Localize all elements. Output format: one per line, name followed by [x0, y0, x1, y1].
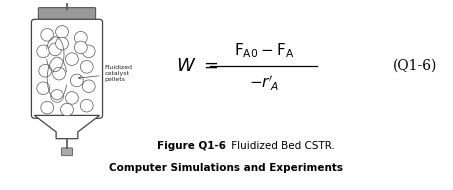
- Circle shape: [74, 41, 87, 54]
- Text: Figure Q1-6: Figure Q1-6: [157, 141, 226, 151]
- Circle shape: [74, 31, 87, 44]
- Circle shape: [41, 28, 53, 41]
- Text: $W\ =$: $W\ =$: [176, 57, 218, 75]
- Circle shape: [53, 67, 66, 80]
- Circle shape: [66, 92, 78, 104]
- Circle shape: [56, 37, 68, 50]
- Circle shape: [66, 53, 78, 65]
- Text: Computer Simulations and Experiments: Computer Simulations and Experiments: [109, 163, 343, 173]
- Text: Fluidized Bed CSTR.: Fluidized Bed CSTR.: [228, 141, 335, 151]
- Text: $\mathrm{F_{A0} - F_A}$: $\mathrm{F_{A0} - F_A}$: [234, 41, 295, 60]
- Circle shape: [82, 80, 95, 93]
- Circle shape: [51, 90, 63, 102]
- Circle shape: [80, 61, 93, 73]
- Circle shape: [82, 45, 95, 58]
- Text: Fluidized
catalyst
pellets: Fluidized catalyst pellets: [78, 65, 133, 82]
- Circle shape: [41, 101, 53, 114]
- FancyBboxPatch shape: [39, 8, 96, 23]
- Circle shape: [61, 103, 73, 116]
- Circle shape: [37, 82, 50, 94]
- FancyBboxPatch shape: [62, 148, 72, 156]
- Text: (Q1-6): (Q1-6): [393, 59, 438, 73]
- Circle shape: [80, 99, 93, 112]
- FancyBboxPatch shape: [31, 19, 102, 118]
- Circle shape: [37, 45, 50, 58]
- Text: $-r'_{\!A}$: $-r'_{\!A}$: [250, 74, 280, 93]
- Circle shape: [70, 74, 83, 87]
- Polygon shape: [34, 115, 100, 139]
- Circle shape: [56, 26, 68, 38]
- Circle shape: [39, 64, 52, 77]
- Circle shape: [49, 43, 62, 56]
